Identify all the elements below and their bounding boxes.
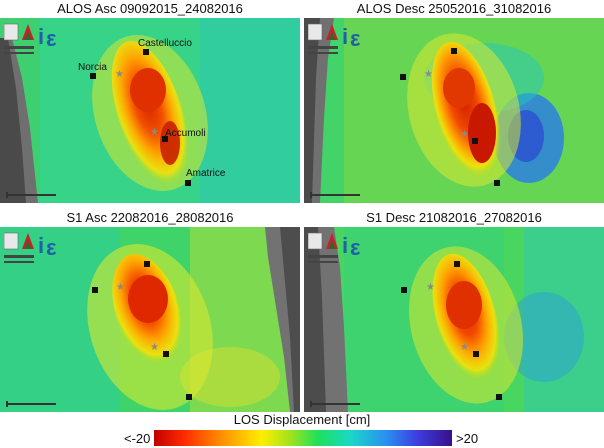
- town-marker: [496, 394, 502, 400]
- epicenter-star-icon: ★: [426, 282, 435, 293]
- town-marker: [451, 48, 457, 54]
- svg-text:i: i: [38, 233, 44, 258]
- panel-title-3: S1 Asc 22082016_28082016: [66, 210, 234, 225]
- town-marker: [400, 74, 406, 80]
- town-marker-norcia: [90, 73, 96, 79]
- town-marker: [401, 287, 407, 293]
- epicenter-star-icon: ★: [424, 69, 433, 80]
- scale-bar: [310, 401, 360, 407]
- epicenter-star-icon: ★: [460, 129, 469, 140]
- colorbar-max-label: >20: [456, 431, 479, 446]
- panel-title-4: S1 Desc 21082016_27082016: [366, 210, 542, 225]
- panel-title-2: ALOS Desc 25052016_31082016: [356, 1, 552, 16]
- scale-bar: [310, 192, 360, 198]
- epicenter-star-icon: ★: [115, 69, 124, 80]
- town-marker-castelluccio: [143, 49, 149, 55]
- epicenter-star-icon: ★: [460, 342, 469, 353]
- town-marker-amatrice: [185, 180, 191, 186]
- epicenter-star-icon: ★: [116, 282, 125, 293]
- svg-text:ε: ε: [350, 235, 361, 260]
- interferogram-1: [0, 18, 300, 203]
- town-label-castelluccio: Castelluccio: [138, 38, 192, 49]
- town-marker-accumoli: [162, 136, 168, 142]
- town-label-norcia: Norcia: [78, 62, 107, 73]
- svg-text:i: i: [342, 24, 348, 49]
- town-marker: [163, 351, 169, 357]
- scale-bar: [6, 401, 56, 407]
- scale-bar: [6, 192, 56, 198]
- interferogram-3: [0, 227, 300, 412]
- interferogram-4: [304, 227, 604, 412]
- town-marker: [186, 394, 192, 400]
- town-marker: [472, 138, 478, 144]
- svg-text:ε: ε: [46, 235, 57, 260]
- svg-text:i: i: [342, 233, 348, 258]
- town-marker: [144, 261, 150, 267]
- colorbar-min-label: <-20: [124, 431, 151, 446]
- svg-text:i: i: [38, 24, 44, 49]
- town-label-amatrice: Amatrice: [186, 168, 226, 179]
- town-label-accumoli: Accumoli: [165, 128, 206, 139]
- town-marker: [454, 261, 460, 267]
- town-marker: [92, 287, 98, 293]
- panel-title-1: ALOS Asc 09092015_24082016: [57, 1, 243, 16]
- legend-title: LOS Displacement [cm]: [233, 412, 371, 427]
- epicenter-star-icon: ★: [150, 127, 159, 138]
- colorbar: [154, 430, 452, 446]
- epicenter-star-icon: ★: [150, 342, 159, 353]
- town-marker: [494, 180, 500, 186]
- svg-text:ε: ε: [350, 26, 361, 51]
- town-marker: [473, 351, 479, 357]
- svg-text:ε: ε: [46, 26, 57, 51]
